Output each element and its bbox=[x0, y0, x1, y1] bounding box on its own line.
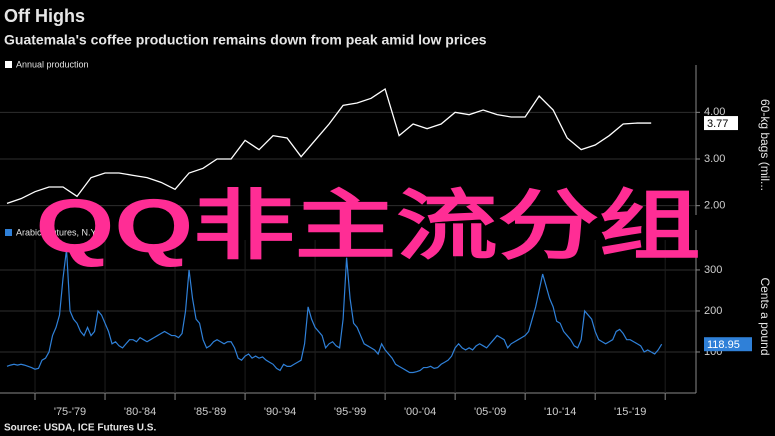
x-tick-label: '95-'99 bbox=[334, 406, 366, 418]
last-value-label: 3.77 bbox=[707, 118, 728, 130]
source-note: Source: USDA, ICE Futures U.S. bbox=[4, 423, 156, 434]
y-tick-label: 300 bbox=[704, 264, 722, 276]
last-value-box bbox=[704, 337, 752, 352]
last-value-label: 118.95 bbox=[707, 339, 740, 351]
x-tick-label: '05-'09 bbox=[474, 406, 506, 418]
y-tick-label: 3.00 bbox=[704, 153, 725, 165]
x-tick-label: '00-'04 bbox=[404, 406, 436, 418]
x-tick-label: '10-'14 bbox=[544, 406, 576, 418]
x-tick-label: '15-'19 bbox=[614, 406, 646, 418]
legend-label: Annual production bbox=[16, 59, 89, 69]
x-tick-label: '80-'84 bbox=[124, 406, 156, 418]
y-axis-label: Cents a pound bbox=[758, 277, 772, 355]
watermark: QQ非主流分组 bbox=[36, 184, 701, 269]
legend-swatch bbox=[5, 229, 12, 236]
chart-title: Off Highs bbox=[4, 6, 85, 26]
y-tick-label: 200 bbox=[704, 305, 722, 317]
x-tick-label: '90-'94 bbox=[264, 406, 296, 418]
legend-label: Arabica futures, N.Y. bbox=[16, 227, 98, 237]
y-axis-label: 60-kg bags (mil... bbox=[758, 99, 772, 191]
chart-subtitle: Guatemala's coffee production remains do… bbox=[4, 32, 487, 48]
x-tick-label: '75-'79 bbox=[54, 406, 86, 418]
data-line bbox=[6, 249, 663, 374]
y-tick-label: 4.00 bbox=[704, 106, 725, 118]
data-line bbox=[6, 87, 652, 204]
x-tick-label: '85-'89 bbox=[194, 406, 226, 418]
last-value-box bbox=[704, 116, 738, 131]
y-tick-label: 2.00 bbox=[704, 200, 725, 212]
legend-swatch bbox=[5, 61, 12, 68]
